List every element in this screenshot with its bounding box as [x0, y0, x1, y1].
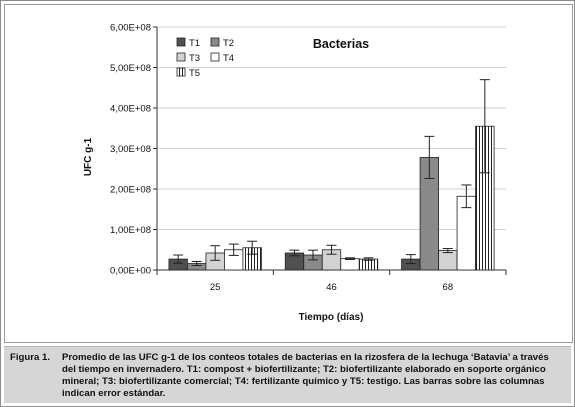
- bar-t4-46: [340, 258, 360, 271]
- legend-swatch-t5: [176, 67, 186, 77]
- legend-label-t2: T2: [223, 38, 234, 49]
- x-tick-label: 46: [326, 282, 337, 293]
- legend-label-t5: T5: [189, 68, 200, 79]
- y-tick-label: 2,00E+08: [110, 185, 151, 196]
- x-tick-label: 25: [210, 282, 221, 293]
- legend-label-t3: T3: [189, 53, 200, 64]
- legend: T1 T2 T3 T4 T5: [176, 37, 234, 79]
- bars: [168, 125, 495, 271]
- caption-label: Figura 1.: [10, 352, 50, 363]
- bar-chart: 0,00E+00 1,00E+08 2,00E+08 3,00E+08 4,00E+08…: [83, 23, 507, 323]
- legend-swatch-t2: [210, 37, 220, 47]
- figure-caption: Figura 1. Promedio de las UFC g-1 de los…: [10, 352, 565, 400]
- figure-caption-box: Figura 1. Promedio de las UFC g-1 de los…: [4, 346, 571, 403]
- chart-title: Bacterias: [313, 37, 369, 51]
- bar-t3-68: [438, 250, 458, 271]
- x-tick-label: 68: [443, 282, 454, 293]
- chart-area: 0,00E+00 1,00E+08 2,00E+08 3,00E+08 4,00E+08…: [4, 4, 573, 343]
- legend-label-t1: T1: [189, 38, 200, 49]
- y-axis-label: UFC g-1: [83, 137, 94, 176]
- y-tick-label: 3,00E+08: [110, 144, 151, 155]
- x-axis: 25 46 68: [156, 269, 507, 293]
- y-tick-label: 1,00E+08: [110, 225, 151, 236]
- y-tick-label: 5,00E+08: [110, 63, 151, 74]
- y-tick-label: 0,00E+00: [110, 266, 151, 277]
- x-axis-label: Tiempo (días): [299, 312, 364, 323]
- legend-swatch-t3: [176, 52, 186, 62]
- legend-swatch-t1: [176, 37, 186, 47]
- legend-label-t4: T4: [223, 53, 234, 64]
- y-tick-label: 4,00E+08: [110, 104, 151, 115]
- legend-swatch-t4: [210, 52, 220, 62]
- y-tick-label: 6,00E+08: [110, 23, 151, 34]
- gridlines: [157, 26, 506, 230]
- error-bars: [173, 79, 490, 267]
- caption-text: Promedio de las UFC g-1 de los conteos t…: [62, 352, 549, 399]
- y-axis: 0,00E+00 1,00E+08 2,00E+08 3,00E+08 4,00E+08…: [110, 23, 158, 277]
